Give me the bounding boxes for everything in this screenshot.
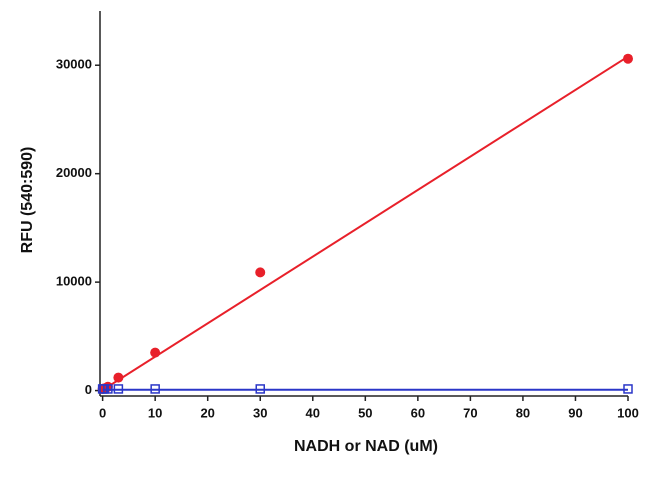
x-tick-label: 60 — [411, 405, 425, 420]
x-axis-title: NADH or NAD (uM) — [294, 438, 438, 455]
x-tick-label: 50 — [358, 405, 372, 420]
x-tick-label: 40 — [306, 405, 320, 420]
x-tick-label: 100 — [617, 405, 639, 420]
x-tick-label: 80 — [516, 405, 530, 420]
y-tick-label: 0 — [85, 382, 92, 397]
point — [113, 372, 124, 383]
y-tick-label: 10000 — [56, 274, 92, 289]
point — [623, 53, 633, 64]
x-tick-label: 0 — [99, 405, 106, 420]
y-tick-label: 20000 — [56, 165, 92, 180]
x-tick-label: 70 — [463, 405, 477, 420]
y-tick-label: 30000 — [56, 57, 92, 72]
x-tick-label: 90 — [568, 405, 582, 420]
y-axis-title: RFU (540:590) — [19, 147, 36, 254]
x-tick-label: 10 — [148, 405, 162, 420]
point — [255, 267, 266, 278]
fit-line — [102, 55, 629, 391]
x-tick-label: 30 — [253, 405, 267, 420]
x-tick-label: 20 — [200, 405, 214, 420]
